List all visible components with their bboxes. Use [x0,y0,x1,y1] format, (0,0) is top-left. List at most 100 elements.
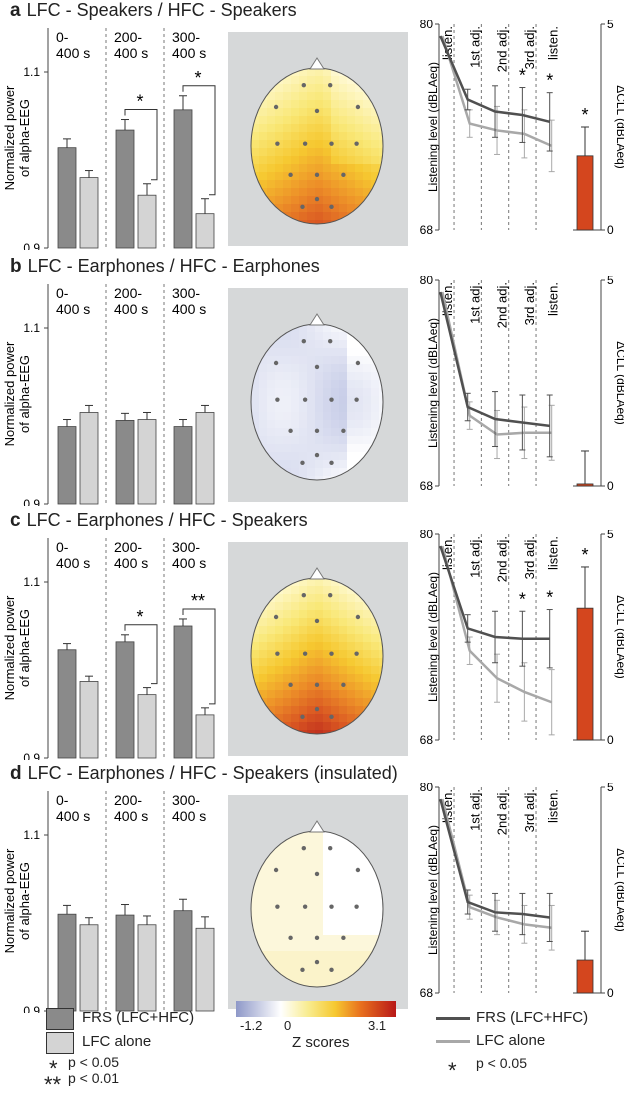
topomap-cell [331,340,340,349]
electrode-dot [314,618,320,624]
topomap-cell [363,943,372,952]
topomap-cell [339,975,348,984]
topomap-cell [355,618,364,627]
topomap-cell [331,84,340,93]
topomap-cell [315,839,324,848]
topomap-cell [307,124,316,133]
topomap-cell [251,116,260,125]
topomap-cell [331,610,340,619]
topomap-cell [315,831,324,840]
topomap-cell [291,951,300,960]
topomap-cell [299,959,308,968]
topomap-cell [267,674,276,683]
lfc-bar [137,924,157,1012]
topomap-cell [315,388,324,397]
topomap-cell [331,618,340,627]
topomap-cell [307,658,316,667]
electrode-dot [314,108,320,114]
topomap-cell [291,140,300,149]
topomap-cell [371,108,380,117]
topomap-cell [315,879,324,888]
topomap-cell [315,172,324,181]
topomap-cell [323,108,332,117]
topomap-cell [267,903,276,912]
topomap-cell [347,887,356,896]
topomap-cell [331,831,340,840]
topomap-cell [355,388,364,397]
topomap-cell [331,92,340,101]
topomap-cell [323,452,332,461]
topomap-cell [347,164,356,173]
topomap-cell [291,452,300,461]
topomap-cell [363,436,372,445]
topomap-cell [283,594,292,603]
topomap-cell [323,642,332,651]
topomap-cell [323,919,332,928]
topomap-cell [347,610,356,619]
topomap-cell [275,420,284,429]
topomap-cell [267,436,276,445]
topomap-cell [291,92,300,101]
topomap-cell [299,586,308,595]
topomap-cell [291,698,300,707]
topomap-cell [259,364,268,373]
topomap-cell [259,666,268,675]
topomap-cell [299,610,308,619]
topomap-cell [307,975,316,984]
topomap-cell [307,626,316,635]
topomap-cell [275,188,284,197]
delta-tick-label: 0 [607,733,614,747]
topomap-cell [331,404,340,413]
topomap-cell [291,967,300,976]
topomap-cell [331,180,340,189]
topomap-cell [307,84,316,93]
panel-title-text: LFC - Earphones / HFC - Speakers (insula… [27,763,398,783]
topomap-cell [331,156,340,165]
nose-marker [309,57,325,70]
topomap-cell [315,84,324,93]
topomap-cell [363,935,372,944]
topomap-cell [355,959,364,968]
topomap-cell [291,682,300,691]
topomap-cell [371,380,380,389]
significance-bracket [124,624,158,685]
topomap-cell [355,412,364,421]
topomap-cell [299,666,308,675]
topomap-cell [323,156,332,165]
topomap-cell [267,452,276,461]
topomap-cell [315,658,324,667]
topomap-cell [379,140,383,149]
topomap-cell [315,706,324,715]
topomap-cell [299,618,308,627]
topomap-cell [379,396,383,405]
topomap-cell [347,100,356,109]
topomap-cell [267,706,276,715]
topomap-cell [283,650,292,659]
topomap-cell [283,911,292,920]
topomap-cell [323,855,332,864]
topomap-cell [323,610,332,619]
topomap-cell [363,650,372,659]
topomap-cell [299,674,308,683]
topomap-cell [259,156,268,165]
lfc-line [441,545,553,704]
y-axis-label: Listening level (dBLAeq) [426,825,440,955]
topomap-cell [331,396,340,405]
topomap-cell [371,650,380,659]
topomap-cell [331,967,340,976]
topomap-cell [283,674,292,683]
delta-axis-label: ΔCLL (dBLAeq) [614,341,624,425]
frs-bar [115,914,135,1012]
topomap-cell [307,204,316,213]
y-tick-label: 68 [420,223,434,237]
topomap-cell [315,428,324,437]
topomap-cell [363,951,372,960]
topomap-cell [315,124,324,133]
topomap-cell [251,380,260,389]
topomap-cell [371,895,380,904]
topomap-cell [315,610,324,619]
topomap-cell [323,895,332,904]
